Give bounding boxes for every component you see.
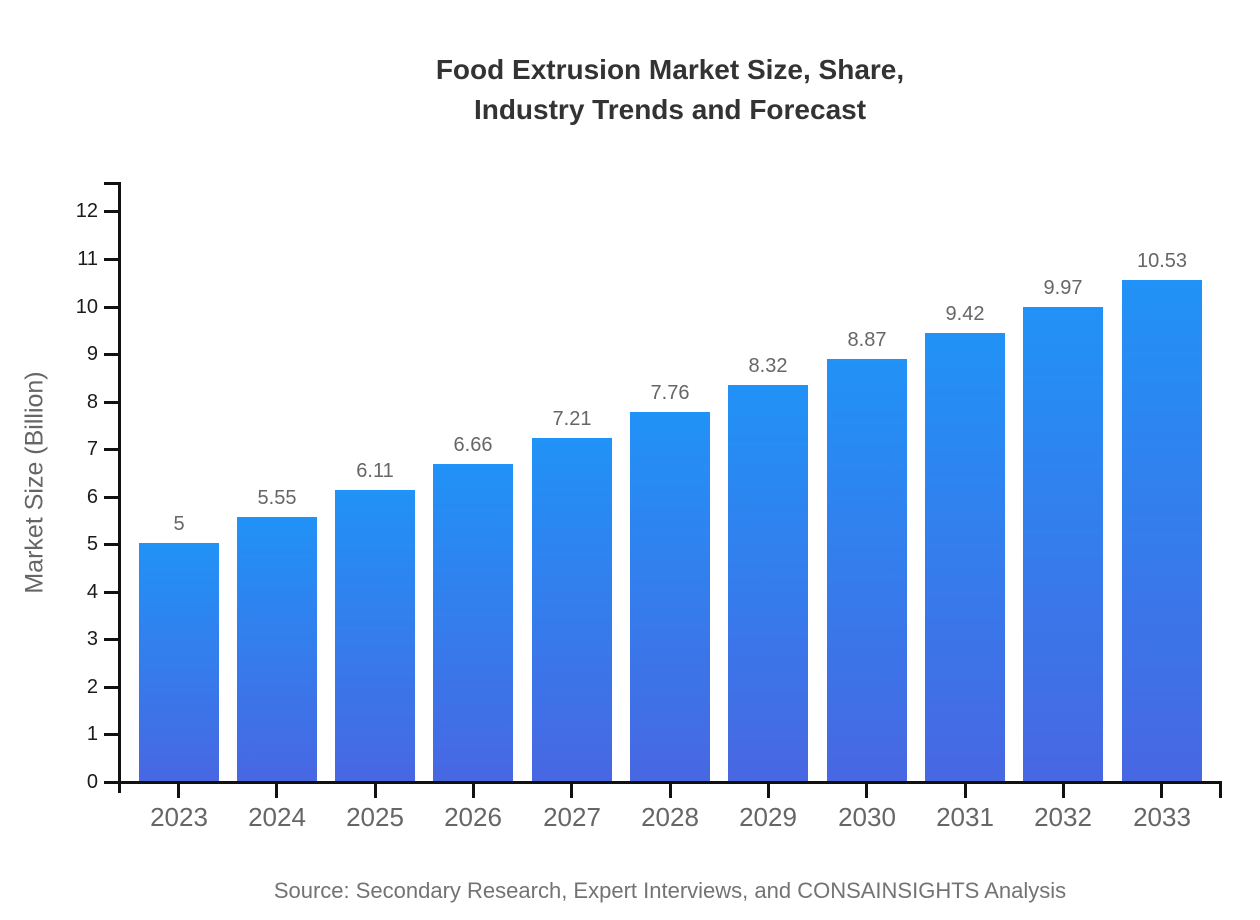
bar-value-label: 10.53: [1136, 250, 1188, 272]
bar-2023: [139, 543, 219, 781]
y-tick-label: 2: [86, 676, 98, 698]
x-tick-mark: [1160, 781, 1163, 798]
x-tick-mark: [964, 781, 967, 798]
x-tick-label-2026: 2026: [444, 802, 502, 832]
y-tick-mark: [104, 638, 118, 641]
y-tick-mark: [104, 401, 118, 404]
y-tick-label: 11: [77, 248, 98, 270]
y-tick-label: 0: [86, 771, 98, 793]
x-tick-mark: [275, 781, 278, 798]
x-tick-mark: [865, 781, 868, 798]
y-tick-mark: [104, 258, 118, 261]
y-tick-label: 9: [86, 343, 98, 365]
bar-2030: [827, 359, 907, 781]
x-tick-label-2031: 2031: [936, 802, 994, 832]
chart-title-line-1: Food Extrusion Market Size, Share,: [435, 54, 905, 85]
bar-2024: [237, 517, 317, 781]
bar-2026: [433, 464, 513, 781]
x-tick-mark: [669, 781, 672, 798]
bar-2031: [925, 333, 1005, 781]
y-tick-mark: [104, 781, 118, 784]
y-tick-label: 1: [86, 723, 98, 745]
y-tick-label: 10: [75, 296, 98, 318]
x-tick-label-2032: 2032: [1034, 802, 1092, 832]
y-tick-label: 3: [86, 628, 98, 650]
y-tick-mark: [104, 210, 118, 213]
bar-value-label: 7.21: [552, 408, 592, 430]
x-tick-mark: [767, 781, 770, 798]
y-tick-label: 7: [86, 438, 98, 460]
x-tick-mark: [374, 781, 377, 798]
y-tick-mark: [104, 353, 118, 356]
x-tick-label-2028: 2028: [641, 802, 699, 832]
chart-title-line-2: Industry Trends and Forecast: [473, 94, 867, 125]
y-tick-label: 4: [86, 581, 98, 603]
bar-2028: [630, 412, 710, 781]
bar-2027: [532, 438, 612, 781]
x-axis-end-cap: [1219, 781, 1222, 798]
y-tick-mark: [104, 733, 118, 736]
chart-title: Food Extrusion Market Size, Share, Indus…: [118, 50, 1222, 130]
x-tick-label-2027: 2027: [543, 802, 601, 832]
x-tick-label-2025: 2025: [346, 802, 404, 832]
bar-value-label: 6.66: [453, 434, 493, 456]
y-tick-mark: [104, 686, 118, 689]
y-tick-label: 6: [86, 486, 98, 508]
y-tick-label: 8: [86, 391, 98, 413]
y-tick-mark: [104, 496, 118, 499]
bar-2025: [335, 490, 415, 781]
bar-value-label: 6.11: [356, 460, 394, 482]
x-tick-mark: [570, 781, 573, 798]
x-tick-mark: [1062, 781, 1065, 798]
y-tick-mark: [104, 306, 118, 309]
x-axis-line: [104, 781, 1222, 784]
bar-value-label: 8.32: [748, 355, 788, 377]
x-tick-label-2029: 2029: [739, 802, 797, 832]
bar-value-label: 9.42: [945, 303, 985, 325]
y-axis-end-cap: [104, 182, 121, 185]
bar-2033: [1122, 280, 1202, 781]
bar-2029: [728, 385, 808, 781]
bar-2032: [1023, 307, 1103, 781]
source-note: Source: Secondary Research, Expert Inter…: [273, 878, 1067, 903]
bar-value-label: 9.97: [1043, 277, 1083, 299]
y-tick-label: 5: [86, 533, 98, 555]
x-tick-label-2033: 2033: [1133, 802, 1191, 832]
x-tick-label-2030: 2030: [838, 802, 896, 832]
bar-value-label: 8.87: [847, 329, 887, 351]
bar-value-label: 5: [173, 513, 185, 535]
bar-value-label: 7.76: [650, 382, 690, 404]
y-axis-line: [118, 182, 121, 793]
x-tick-label-2024: 2024: [248, 802, 306, 832]
x-tick-label-2023: 2023: [150, 802, 208, 832]
y-tick-mark: [104, 543, 118, 546]
y-tick-label: 12: [75, 200, 98, 222]
y-tick-mark: [104, 448, 118, 451]
y-tick-mark: [104, 591, 118, 594]
bar-value-label: 5.55: [257, 487, 297, 509]
x-tick-mark: [472, 781, 475, 798]
x-tick-mark: [177, 781, 180, 798]
